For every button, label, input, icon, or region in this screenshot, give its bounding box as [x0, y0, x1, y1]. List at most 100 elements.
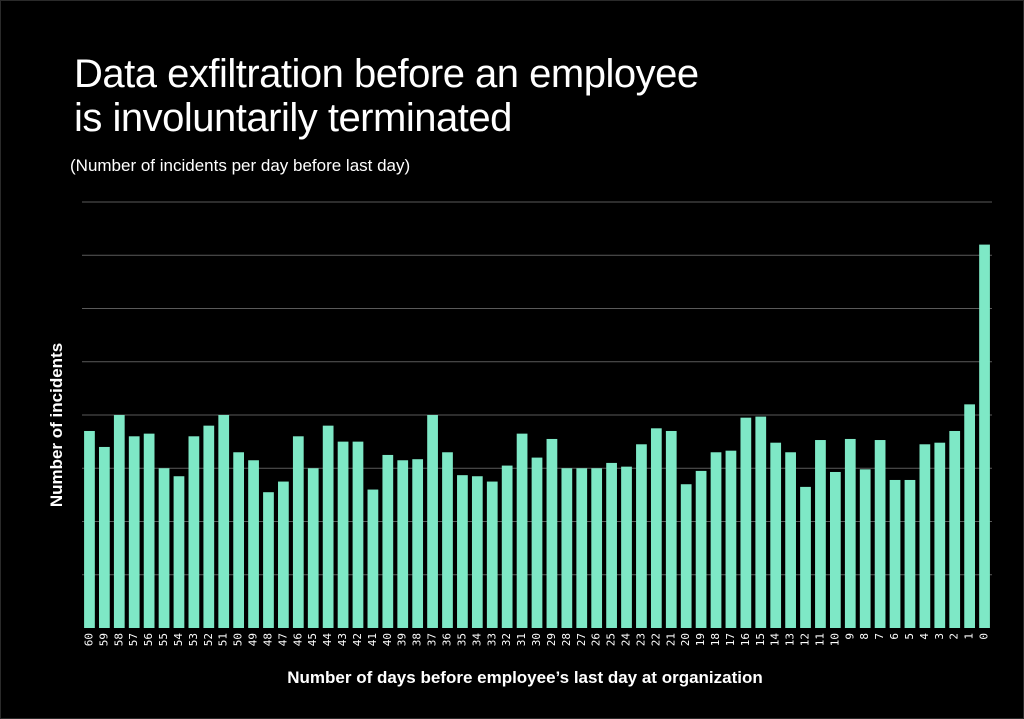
chart-title-line-2: is involuntarily terminated — [74, 96, 512, 140]
x-tick-label: 51 — [217, 633, 230, 646]
bar-day-51 — [218, 415, 230, 628]
bar-day-15 — [755, 416, 767, 628]
bar-day-11 — [815, 440, 826, 628]
bar-day-0 — [979, 244, 990, 628]
bar-day-36 — [442, 452, 453, 628]
x-tick-label: 8 — [858, 633, 871, 640]
x-tick-label: 7 — [873, 633, 886, 640]
x-tick-label: 48 — [261, 633, 274, 646]
bar-day-1 — [964, 404, 975, 628]
x-tick-label: 45 — [306, 633, 319, 646]
x-tick-label: 14 — [769, 633, 782, 647]
x-tick-label: 47 — [276, 633, 289, 646]
x-tick-label: 15 — [754, 633, 767, 646]
x-tick-label: 29 — [545, 633, 558, 646]
x-tick-label: 4 — [918, 633, 931, 640]
bar-day-44 — [322, 425, 334, 628]
x-tick-label: 40 — [381, 633, 394, 646]
x-tick-label: 56 — [142, 633, 155, 646]
x-tick-label: 19 — [694, 633, 707, 646]
x-tick-label: 44 — [321, 633, 334, 647]
x-axis-label: Number of days before employee’s last da… — [287, 668, 763, 687]
bar-day-37 — [427, 415, 438, 628]
bar-day-27 — [576, 468, 588, 628]
x-tick-label: 46 — [291, 633, 304, 646]
x-tick-label: 52 — [202, 633, 215, 646]
chart-title: Data exfiltration before an employee is … — [74, 52, 834, 140]
bar-day-16 — [740, 417, 752, 628]
bar-day-24 — [621, 466, 632, 628]
bar-day-13 — [785, 452, 796, 628]
bar-day-43 — [337, 441, 349, 629]
x-tick-label: 20 — [679, 633, 692, 646]
x-tick-label: 38 — [411, 633, 424, 646]
bar-day-39 — [397, 460, 409, 628]
bar-day-8 — [859, 469, 871, 628]
x-tick-label: 1 — [963, 633, 976, 640]
bar-day-31 — [516, 433, 528, 628]
x-tick-label: 27 — [575, 633, 588, 646]
x-tick-label: 22 — [649, 633, 662, 646]
bar-day-53 — [188, 436, 200, 628]
x-tick-label: 39 — [396, 633, 409, 646]
bar-day-29 — [546, 438, 558, 628]
x-tick-label: 9 — [843, 633, 856, 640]
x-tick-label: 49 — [247, 633, 260, 646]
bar-day-23 — [636, 444, 647, 628]
bar-day-47 — [278, 481, 289, 628]
bar-day-19 — [695, 470, 707, 628]
bar-day-34 — [471, 476, 483, 628]
bar-day-54 — [173, 476, 185, 628]
x-tick-label: 30 — [530, 633, 543, 646]
x-tick-label: 50 — [232, 633, 245, 646]
x-tick-label: 41 — [366, 633, 379, 646]
bar-day-60 — [84, 430, 95, 628]
x-tick-label: 6 — [888, 633, 901, 640]
y-axis-label: Number of incidents — [47, 342, 66, 508]
x-tick-label: 37 — [426, 633, 439, 646]
x-tick-label: 58 — [112, 633, 125, 646]
x-tick-label: 42 — [351, 633, 364, 646]
x-tick-label: 0 — [978, 633, 991, 640]
bar-day-55 — [158, 468, 170, 628]
bar-day-50 — [233, 452, 245, 628]
x-tick-label: 54 — [172, 633, 185, 647]
x-tick-label: 5 — [903, 633, 916, 640]
x-tick-label: 59 — [97, 633, 110, 646]
bar-day-14 — [770, 442, 782, 628]
bar-day-10 — [829, 471, 841, 628]
bar-day-22 — [650, 428, 662, 628]
bar-day-30 — [531, 457, 543, 628]
x-tick-label: 31 — [515, 633, 528, 646]
bar-day-6 — [889, 479, 901, 628]
bar-day-20 — [680, 484, 692, 628]
bar-day-59 — [99, 446, 110, 628]
bar-day-52 — [203, 425, 215, 628]
bar-day-57 — [128, 436, 140, 628]
bar-day-9 — [844, 438, 856, 628]
bar-day-49 — [248, 460, 259, 628]
x-tick-label: 3 — [933, 633, 946, 640]
bar-day-45 — [307, 468, 319, 628]
x-tick-label: 23 — [634, 633, 647, 646]
x-tick-label: 13 — [784, 633, 797, 646]
bar-day-41 — [367, 489, 379, 628]
x-tick-label: 24 — [620, 633, 633, 647]
chart-subtitle: (Number of incidents per day before last… — [70, 156, 411, 175]
x-tick-label: 12 — [799, 633, 812, 646]
x-tick-label: 25 — [605, 633, 618, 646]
x-tick-label: 11 — [813, 633, 826, 646]
x-tick-label: 57 — [127, 633, 140, 646]
bar-day-42 — [352, 441, 364, 629]
x-tick-label: 18 — [709, 633, 722, 646]
x-tick-label: 17 — [724, 633, 737, 646]
bar-day-48 — [263, 492, 274, 628]
bar-day-12 — [800, 486, 811, 628]
bar-day-21 — [665, 430, 677, 628]
x-tick-label: 16 — [739, 633, 752, 646]
bar-day-32 — [501, 465, 513, 628]
bar-day-35 — [457, 475, 468, 628]
bar-day-40 — [382, 454, 394, 628]
bar-day-17 — [725, 450, 737, 628]
